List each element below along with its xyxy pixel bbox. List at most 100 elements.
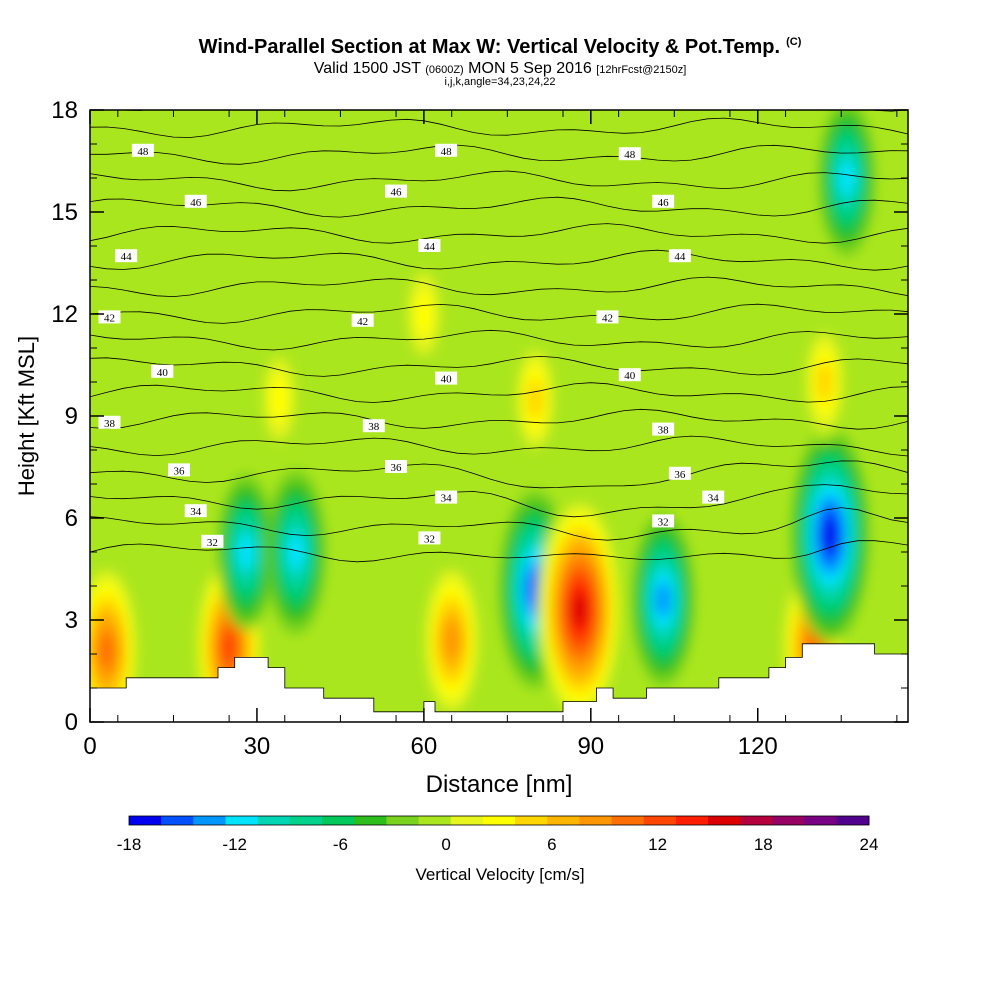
velocity-band: [287, 533, 305, 571]
theta-contour-44: [90, 223, 908, 244]
theta-contour-40: [90, 329, 908, 351]
theta-contour-32: [90, 540, 908, 563]
theta-contour-36: [90, 435, 908, 457]
theta-contour-50: [90, 65, 908, 85]
contour-label: 38: [658, 425, 670, 437]
colorbar-swatch: [643, 816, 677, 825]
contour-label-bg: [168, 463, 191, 477]
contour-label: 46: [190, 197, 202, 209]
theta-contour-42: [90, 276, 908, 298]
velocity-band: [526, 379, 544, 419]
contour-labels: 48 48 48 46 46 46 44 44 44 42 42 42 40 40 40 38 38 38 36 36…: [98, 143, 725, 549]
colorbar-tick-label: 24: [860, 835, 879, 854]
colorbar-tick-label: -6: [333, 835, 348, 854]
theta-contour-48: [90, 117, 908, 138]
colorbar-swatch: [708, 816, 741, 825]
colorbar-tick-label: 6: [547, 835, 556, 854]
x-tick-label: 60: [411, 733, 438, 760]
colorbar-swatch: [579, 816, 613, 825]
colorbar-swatch: [418, 816, 452, 825]
contour-label: 32: [207, 537, 218, 549]
contour-label: 46: [391, 187, 403, 199]
velocity-band: [838, 159, 855, 197]
contour-label-bg: [668, 249, 691, 263]
terrain: [90, 643, 908, 722]
colorbar-swatch: [772, 816, 806, 825]
contour-label-bg: [618, 368, 641, 382]
chart-subtitle: Valid 1500 JST (0600Z) MON 5 Sep 2016 [1…: [313, 60, 687, 77]
chart-title: Wind-Parallel Section at Max W: Vertical…: [198, 36, 802, 58]
colorbar-swatch: [354, 816, 387, 825]
contour-label-bg: [596, 310, 619, 324]
contour-label-bg: [131, 143, 154, 157]
y-tick-label: 18: [51, 97, 78, 124]
velocity-band: [571, 592, 588, 627]
velocity-band: [237, 533, 254, 571]
contour-label-bg: [151, 364, 174, 378]
colorbar-swatch: [547, 816, 580, 825]
theta-contour-35: [90, 460, 908, 489]
contour-label: 44: [121, 251, 133, 263]
y-tick-label: 12: [51, 301, 78, 328]
contour-label-bg: [418, 531, 441, 545]
contour-label-bg: [618, 147, 641, 161]
theta-contour-34: [90, 484, 908, 518]
contour-label-bg: [184, 504, 207, 518]
x-tick-label: 90: [577, 733, 604, 760]
contour-label: 34: [708, 493, 720, 505]
potential-temperature-contours: [90, 65, 908, 563]
contour-label: 46: [658, 197, 670, 209]
velocity-feature-2: [421, 557, 482, 722]
chart-indices: i,j,k,angle=34,23,24,22: [444, 76, 556, 88]
colorbar-swatch: [386, 816, 420, 825]
velocity-feature-14: [818, 110, 876, 257]
velocity-feature-4: [536, 493, 623, 722]
colorbar-swatch: [193, 816, 227, 825]
theta-contour-43: [90, 249, 908, 271]
contour-label: 34: [441, 493, 453, 505]
theta-contour-46: [90, 170, 908, 192]
x-tick-label: 30: [244, 733, 271, 760]
contour-label-bg: [668, 466, 691, 480]
contour-label: 40: [624, 370, 636, 382]
contour-label-bg: [418, 239, 441, 252]
colorbar-swatch: [482, 816, 516, 825]
velocity-field: [90, 110, 876, 722]
velocity-feature-9: [265, 469, 326, 635]
x-tick-label: 120: [738, 733, 778, 760]
contour-label-bg: [385, 184, 408, 198]
contour-label: 38: [368, 421, 380, 433]
contour-label: 48: [624, 149, 636, 161]
velocity-feature-12: [513, 337, 558, 461]
contour-label: 34: [190, 506, 202, 518]
colorbar-swatch: [257, 816, 291, 825]
colorbar-swatch: [675, 816, 709, 825]
theta-contour-33: [90, 507, 908, 541]
theta-contour-38: [90, 382, 908, 403]
colorbar-swatch: [450, 816, 484, 825]
contour-label: 44: [424, 241, 436, 253]
contour-label: 44: [674, 251, 686, 263]
y-axis-label: Height [Kft MSL]: [14, 336, 39, 496]
colorbar-swatch: [611, 816, 645, 825]
velocity-band: [414, 290, 434, 338]
velocity-feature-7: [790, 426, 870, 644]
colorbar-swatch: [515, 816, 548, 825]
contour-label: 42: [602, 312, 613, 324]
contour-label: 48: [137, 146, 149, 158]
velocity-band: [221, 630, 237, 665]
colorbar-label: Vertical Velocity [cm/s]: [415, 865, 584, 884]
velocity-feature-13: [802, 320, 847, 444]
contour-label: 38: [104, 418, 116, 430]
theta-contour-45: [90, 196, 908, 218]
y-tick-label: 15: [51, 199, 78, 226]
contour-label: 40: [441, 374, 453, 386]
velocity-band: [443, 621, 461, 660]
contour-label: 36: [391, 462, 403, 474]
velocity-band: [98, 632, 115, 669]
contour-label: 42: [104, 312, 115, 324]
colorbar-tick-label: -12: [222, 835, 247, 854]
contour-label-bg: [201, 534, 224, 548]
